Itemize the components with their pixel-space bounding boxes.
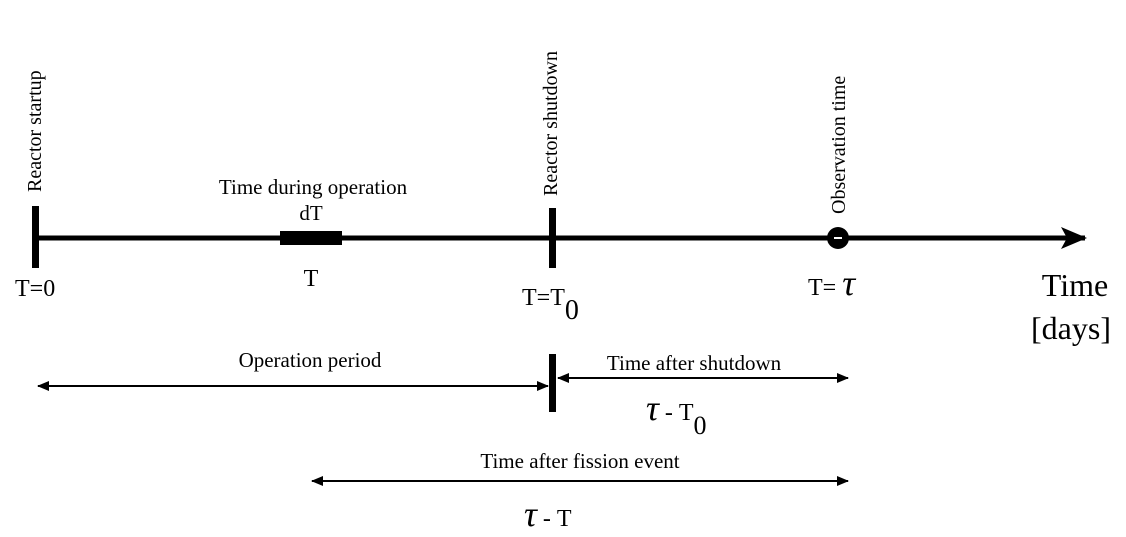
event-time: T=0: [15, 276, 55, 302]
shutdown-bar: [549, 354, 556, 412]
operation-width: dT: [299, 201, 323, 225]
event-label: Observation time: [828, 76, 850, 214]
axis-label: Time: [1042, 267, 1108, 303]
period-label: Operation period: [239, 348, 382, 372]
axis-unit: [days]: [1031, 310, 1111, 346]
shutdown-tick: [549, 208, 556, 268]
event-time: T=T0: [522, 285, 579, 326]
event-label: Reactor shutdown: [540, 51, 562, 196]
operation-time: T: [304, 266, 319, 292]
operation-label: Time during operation: [219, 175, 408, 199]
period-expression: τ- T: [524, 494, 572, 534]
event-label: Reactor startup: [24, 70, 46, 192]
operation-block: [280, 231, 342, 245]
period-label: Time after shutdown: [607, 351, 782, 375]
period-label: Time after fission event: [480, 449, 679, 473]
event-time: T= τ: [808, 263, 856, 303]
period-expression: τ- T0: [646, 388, 707, 440]
startup-tick: [32, 206, 39, 268]
